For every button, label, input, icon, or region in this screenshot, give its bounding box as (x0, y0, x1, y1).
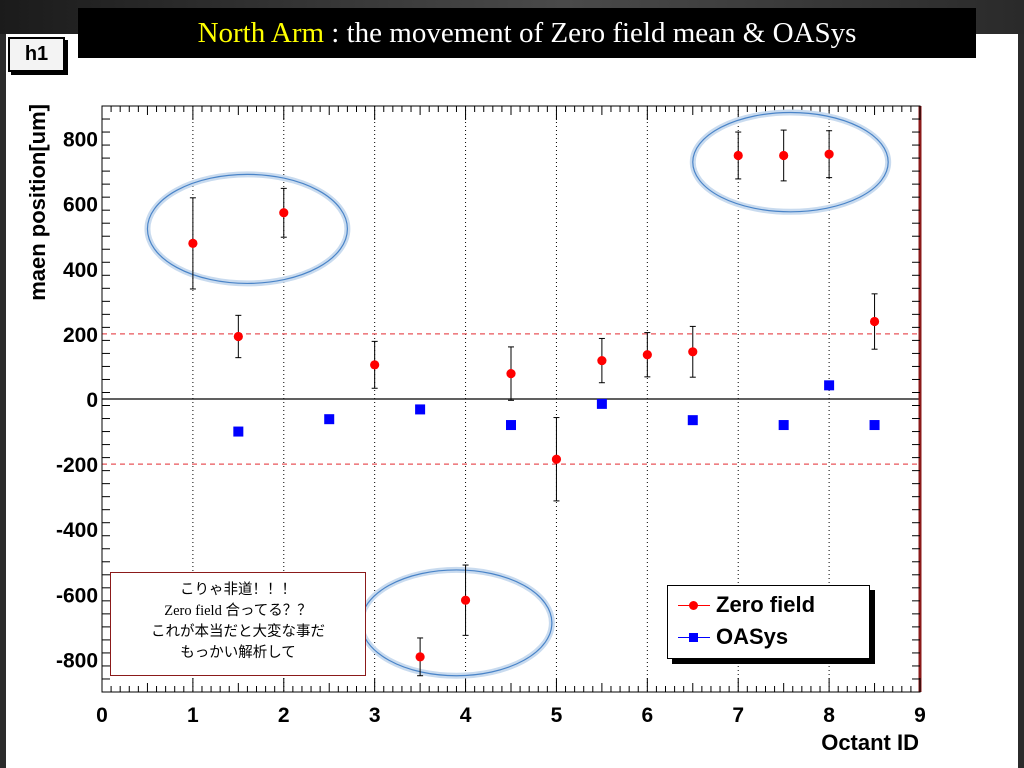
oasys-point (415, 404, 426, 415)
oasys-point (687, 415, 698, 426)
x-tick-label: 0 (96, 704, 108, 727)
zero-field-point (188, 238, 198, 248)
zero-field-point (460, 595, 471, 605)
x-tick-label: 8 (823, 704, 835, 727)
x-tick-label: 3 (369, 704, 381, 727)
legend-label-zero-field: Zero field (716, 592, 816, 617)
x-axis-label: Octant ID (821, 730, 919, 755)
zero-field-point (279, 208, 289, 218)
x-tick-label: 1 (187, 704, 199, 727)
x-tick-label: 9 (914, 704, 926, 727)
zero-field-point (824, 149, 834, 159)
zero-field-point (551, 454, 562, 464)
histogram-label: h1 (8, 37, 65, 72)
y-tick-label: 0 (86, 389, 98, 412)
legend-entry-zero-field: Zero field (668, 590, 869, 620)
x-tick-label: 7 (732, 704, 744, 727)
oasys-point (824, 380, 835, 391)
tick-labels-layer: 0 1 2 3 4 5 6 7 8 9 -800 -600 -400 -200 0 200 400 600 800 (56, 129, 926, 727)
note-line: Zero field 合ってる？？ (164, 603, 312, 619)
left-dark-strip (0, 34, 6, 768)
highlight-ellipse (692, 111, 889, 213)
zero-field-point (869, 316, 880, 327)
oasys-point (506, 420, 516, 431)
y-tick-label: 400 (63, 259, 98, 282)
note-line: これが本当だと大変な事だ (151, 624, 325, 640)
oasys-point (596, 398, 607, 409)
zero-field-point (233, 331, 243, 342)
zero-field-point (597, 355, 607, 366)
data-layer (188, 129, 880, 677)
oasys-point (778, 420, 789, 431)
y-axis-label: maen position[um] (25, 104, 50, 301)
y-tick-label: 200 (63, 324, 98, 347)
x-tick-label: 5 (551, 704, 563, 727)
right-dark-strip (1018, 34, 1024, 768)
legend: Zero field OASys (667, 585, 870, 659)
legend-marker-zero-field (689, 601, 698, 610)
zero-field-point (370, 360, 380, 370)
oasys-point (869, 420, 880, 431)
y-tick-label: 600 (63, 194, 98, 217)
zero-field-point (415, 652, 425, 662)
zero-field-point (779, 150, 789, 161)
slide-title-highlight: North Arm (197, 17, 325, 49)
slide-title-rest: : the movement of Zero field mean & OASy… (324, 17, 857, 49)
y-tick-label: -800 (56, 649, 98, 672)
y-tick-label: -600 (56, 584, 98, 607)
zero-field-point (506, 369, 516, 379)
zero-field-point (642, 350, 652, 360)
slide-title: North Arm : the movement of Zero field m… (78, 8, 976, 58)
highlight-ellipse (146, 173, 349, 285)
y-tick-label: -400 (56, 519, 98, 542)
x-tick-label: 6 (641, 704, 653, 727)
legend-entry-oasys: OASys (668, 622, 869, 652)
x-tick-label: 2 (278, 704, 290, 727)
zero-field-point (733, 150, 743, 161)
highlight-ellipse-glow (358, 566, 555, 679)
note-line: もっかい解析して (180, 645, 296, 661)
y-tick-label: -200 (56, 454, 98, 477)
oasys-point (324, 414, 335, 425)
annotation-note: こりゃ非道！！！ Zero field 合ってる？？ これが本当だと大変な事だ … (110, 572, 366, 676)
highlight-ellipse-glow (689, 109, 892, 215)
legend-label-oasys: OASys (716, 624, 789, 649)
zero-field-point (688, 347, 698, 357)
legend-marker-oasys (689, 633, 698, 642)
y-tick-label: 800 (63, 129, 98, 152)
highlight-ellipse-glow (144, 171, 351, 287)
oasys-point (233, 426, 244, 437)
x-tick-label: 4 (460, 704, 472, 727)
note-line: こりゃ非道！！！ (180, 582, 296, 598)
